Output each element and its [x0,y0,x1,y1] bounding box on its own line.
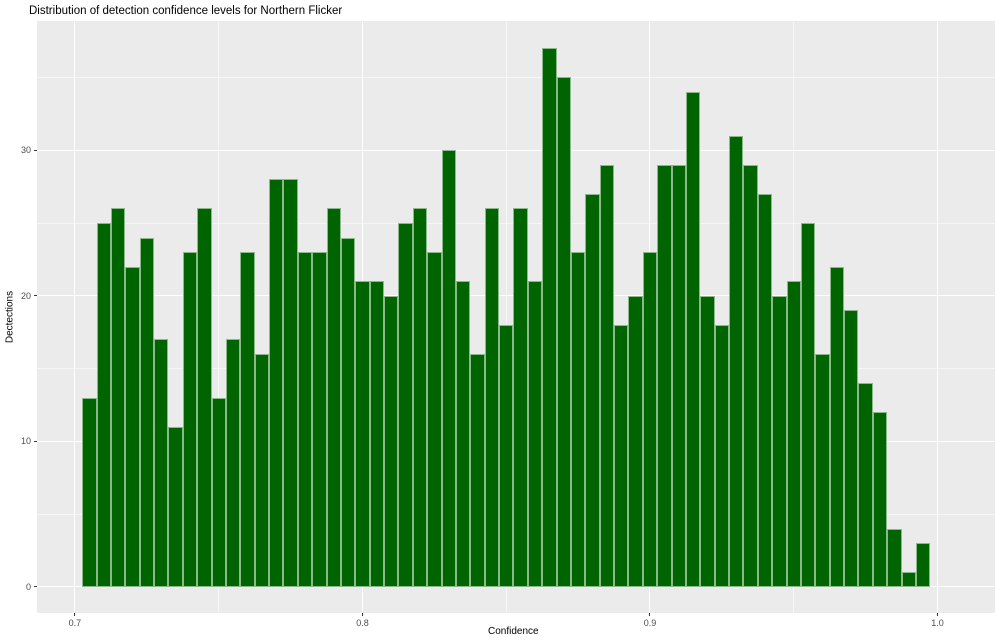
x-axis-label: Confidence [488,626,539,637]
histogram-bar [369,281,385,587]
histogram-bar [915,543,931,587]
histogram-bar [484,208,500,587]
y-axis-label: Dectections [4,290,16,344]
histogram-bar [384,295,399,587]
x-axis-tick [936,613,938,616]
histogram-bar [872,412,888,587]
x-axis-tick [361,613,363,616]
y-axis-tick [34,440,37,442]
histogram-bar [700,295,715,587]
histogram-bar [168,426,183,587]
histogram-bar [815,354,830,587]
y-tick-label: 0 [25,581,31,592]
histogram-bar [542,48,557,587]
histogram-bar [254,354,270,587]
histogram-bar [714,324,730,587]
histogram-bar [772,295,787,587]
x-major-gridline [936,21,938,613]
histogram-bar [427,252,442,587]
histogram-bar [82,397,97,587]
histogram-bar [455,281,471,587]
histogram-bar [110,208,126,587]
histogram-bar [96,223,111,587]
histogram-bar [887,528,902,587]
histogram-bar [312,252,327,587]
histogram-bar [729,135,744,587]
y-axis-tick [34,586,37,588]
x-tick-label: 0.8 [356,618,369,628]
histogram-bar [757,193,773,587]
y-tick-label: 30 [20,145,31,156]
chart-title: Distribution of detection confidence lev… [29,5,343,17]
histogram-bar [800,223,816,587]
histogram-bar [269,179,284,587]
y-minor-gridline [37,76,995,78]
histogram-bar [901,572,916,587]
x-tick-label: 1.0 [931,618,944,628]
histogram-bar [355,281,370,587]
histogram-bar [412,208,428,587]
histogram-bar [499,324,514,587]
histogram-bar [570,252,586,587]
histogram-bar [513,208,528,587]
x-tick-label: 0.9 [643,618,657,628]
y-axis-tick [34,295,37,297]
histogram-bar [182,252,198,587]
histogram-bar [527,281,543,587]
histogram-bar [858,383,873,587]
histogram-bar [844,310,859,587]
y-tick-label: 10 [20,436,31,447]
plot-panel [37,21,995,613]
x-major-gridline [74,21,76,613]
histogram-bar [283,179,298,587]
y-major-gridline [37,149,995,151]
histogram-bar [599,164,615,587]
y-tick-label: 20 [20,290,31,301]
histogram-bar [657,164,672,587]
y-axis-tick [34,149,37,151]
histogram-bar [197,208,212,587]
x-axis-tick [74,613,76,616]
x-axis-tick [649,613,651,616]
x-minor-gridline [218,21,220,613]
histogram-bar [240,252,255,587]
histogram-bar [297,252,313,587]
histogram-bar [642,252,658,587]
histogram-bar [470,354,485,587]
histogram-bar [628,295,643,587]
histogram-bar [829,266,845,587]
histogram-bar [211,397,226,587]
histogram-bar [585,193,600,587]
histogram-bar [556,77,571,587]
histogram-bar [614,324,629,587]
histogram-bar [398,223,413,587]
histogram-bar [786,281,801,587]
histogram-bar [685,92,701,587]
x-minor-gridline [505,21,507,613]
histogram-bar [743,164,758,587]
histogram-bar [154,339,169,587]
histogram-bar [340,237,356,587]
histogram-bar [225,339,241,587]
histogram-bar [441,150,456,587]
y-major-gridline [37,586,995,588]
histogram-bar [326,208,341,587]
histogram-bar [125,266,140,587]
histogram-bar [671,164,686,587]
x-tick-label: 0.7 [68,618,82,628]
histogram-bar [139,237,155,587]
